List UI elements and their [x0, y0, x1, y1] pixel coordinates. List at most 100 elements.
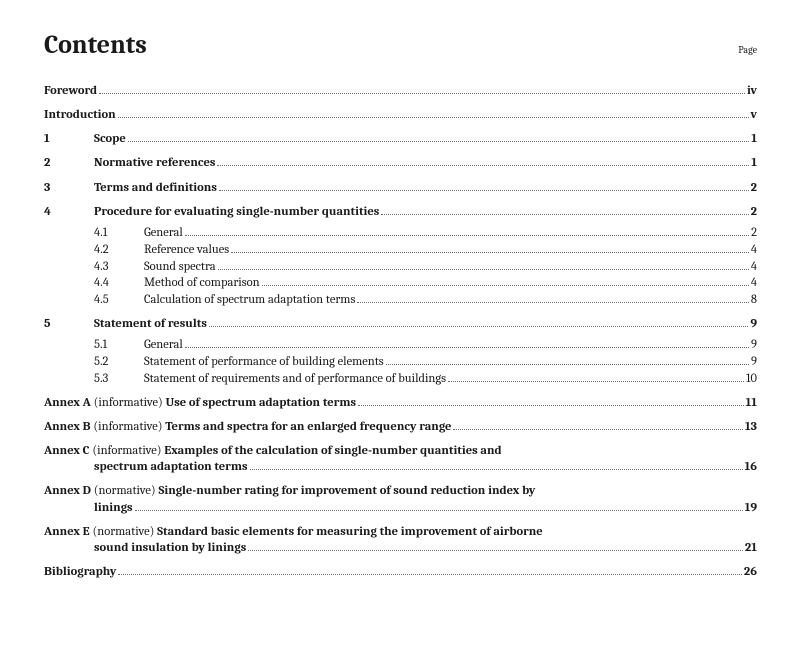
toc-entry-5-2: 5.2 Statement of performance of building… [44, 354, 757, 371]
toc-page-num: 2 [751, 225, 757, 242]
annex-prefix: Annex B [44, 420, 91, 434]
toc-page-num: 8 [751, 292, 757, 309]
leader-dots [250, 460, 743, 470]
annex-title-cont: linings [94, 499, 133, 517]
annex-note: (informative) [92, 444, 161, 458]
toc-label: Reference values [144, 242, 229, 259]
annex-title: Standard basic elements for measuring th… [157, 525, 543, 539]
toc-entry-bibliography: Bibliography 26 [44, 563, 757, 581]
toc-entry-4-5: 4.5 Calculation of spectrum adaptation t… [44, 292, 757, 309]
leader-dots [248, 540, 743, 550]
toc-entry-5: 5 Statement of results 9 [44, 315, 757, 333]
toc-page-num: 2 [751, 203, 757, 221]
leader-dots [381, 204, 748, 214]
toc-label: Calculation of spectrum adaptation terms [144, 292, 355, 309]
toc-sub-num: 4.3 [94, 259, 144, 276]
annex-prefix: Annex C [44, 444, 90, 458]
toc-label: Foreword [44, 82, 97, 100]
leader-dots [99, 84, 745, 94]
annex-title: Single-number rating for improvement of … [158, 484, 535, 498]
leader-dots [217, 156, 749, 166]
leader-dots [135, 500, 743, 510]
toc-page: Contents Page Foreword iv Introduction v… [0, 0, 801, 615]
toc-label: Annex B (informative) Terms and spectra … [44, 418, 451, 436]
annex-title: Examples of the calculation of single-nu… [164, 444, 501, 458]
annex-prefix: Annex A [44, 396, 91, 410]
toc-label: General [144, 225, 183, 242]
toc-body: Foreword iv Introduction v 1 Scope 1 2 N… [44, 82, 757, 581]
toc-entry-introduction: Introduction v [44, 106, 757, 124]
annex-title: Use of spectrum adaptation terms [166, 396, 357, 410]
toc-page-num: 4 [751, 242, 757, 259]
toc-sub-num: 4.2 [94, 242, 144, 259]
leader-dots [262, 276, 749, 286]
toc-label: Introduction [44, 106, 116, 124]
toc-label: Statement of results [94, 315, 207, 333]
toc-entry-4: 4 Procedure for evaluating single-number… [44, 203, 757, 221]
toc-entry-4-1: 4.1 General 2 [44, 225, 757, 242]
annex-note: (informative) [94, 396, 163, 410]
toc-entry-4-3: 4.3 Sound spectra 4 [44, 259, 757, 276]
toc-page-num: iv [747, 82, 757, 100]
leader-dots [118, 108, 749, 118]
leader-dots [218, 259, 749, 269]
leader-dots [453, 420, 742, 430]
annex-title: Terms and spectra for an enlarged freque… [165, 420, 451, 434]
leader-dots [386, 355, 749, 365]
leader-dots [185, 338, 749, 348]
leader-dots [448, 372, 744, 382]
leader-dots [219, 180, 749, 190]
toc-entry-3: 3 Terms and definitions 2 [44, 179, 757, 197]
toc-label: Method of comparison [144, 275, 260, 292]
annex-prefix: Annex E [44, 525, 90, 539]
toc-page-num: 1 [751, 130, 757, 148]
toc-page-num: 26 [744, 563, 757, 581]
leader-dots [128, 132, 750, 142]
toc-page-num: 11 [746, 394, 757, 412]
toc-label: Annex A (informative) Use of spectrum ad… [44, 394, 356, 412]
toc-page-num: 9 [751, 337, 757, 354]
toc-label: Statement of requirements and of perform… [144, 371, 446, 388]
toc-entry-4-2: 4.2 Reference values 4 [44, 242, 757, 259]
toc-entry-4-4: 4.4 Method of comparison 4 [44, 275, 757, 292]
toc-entry-foreword: Foreword iv [44, 82, 757, 100]
toc-label: Procedure for evaluating single-number q… [94, 203, 379, 221]
toc-entry-annex-c-line2: spectrum adaptation terms 16 [44, 458, 757, 476]
toc-entry-5-1: 5.1 General 9 [44, 337, 757, 354]
leader-dots [358, 396, 744, 406]
toc-entry-annex-d-line2: linings 19 [44, 499, 757, 517]
toc-sub-num: 4.1 [94, 225, 144, 242]
toc-entry-annex-b: Annex B (informative) Terms and spectra … [44, 418, 757, 436]
toc-page-num: 10 [746, 371, 757, 388]
toc-section-num: 4 [44, 203, 94, 221]
toc-section-num: 1 [44, 130, 94, 148]
toc-page-num: 2 [751, 179, 757, 197]
toc-page-num: v [751, 106, 758, 124]
toc-label: Scope [94, 130, 126, 148]
toc-entry-2: 2 Normative references 1 [44, 154, 757, 172]
leader-dots [231, 242, 749, 252]
toc-label: Bibliography [44, 563, 116, 581]
toc-label: Terms and definitions [94, 179, 217, 197]
toc-sub-num: 4.5 [94, 292, 144, 309]
annex-title-cont: sound insulation by linings [94, 539, 246, 557]
leader-dots [185, 225, 749, 235]
toc-sub-num: 5.3 [94, 371, 144, 388]
toc-page-num: 9 [750, 315, 757, 333]
toc-page-num: 19 [745, 499, 757, 517]
leader-dots [209, 317, 748, 327]
annex-note: (informative) [93, 420, 162, 434]
toc-page-num: 13 [745, 418, 757, 436]
toc-entry-annex-a: Annex A (informative) Use of spectrum ad… [44, 394, 757, 412]
toc-entry-1: 1 Scope 1 [44, 130, 757, 148]
toc-page-num: 16 [745, 458, 757, 476]
toc-section-num: 5 [44, 315, 94, 333]
toc-label: General [144, 337, 183, 354]
toc-label: Sound spectra [144, 259, 216, 276]
leader-dots [118, 565, 742, 575]
toc-sub-num: 5.2 [94, 354, 144, 371]
toc-page-num: 9 [751, 354, 757, 371]
contents-heading: Contents [44, 30, 147, 60]
leader-dots [357, 293, 749, 303]
toc-entry-annex-e-line2: sound insulation by linings 21 [44, 539, 757, 557]
